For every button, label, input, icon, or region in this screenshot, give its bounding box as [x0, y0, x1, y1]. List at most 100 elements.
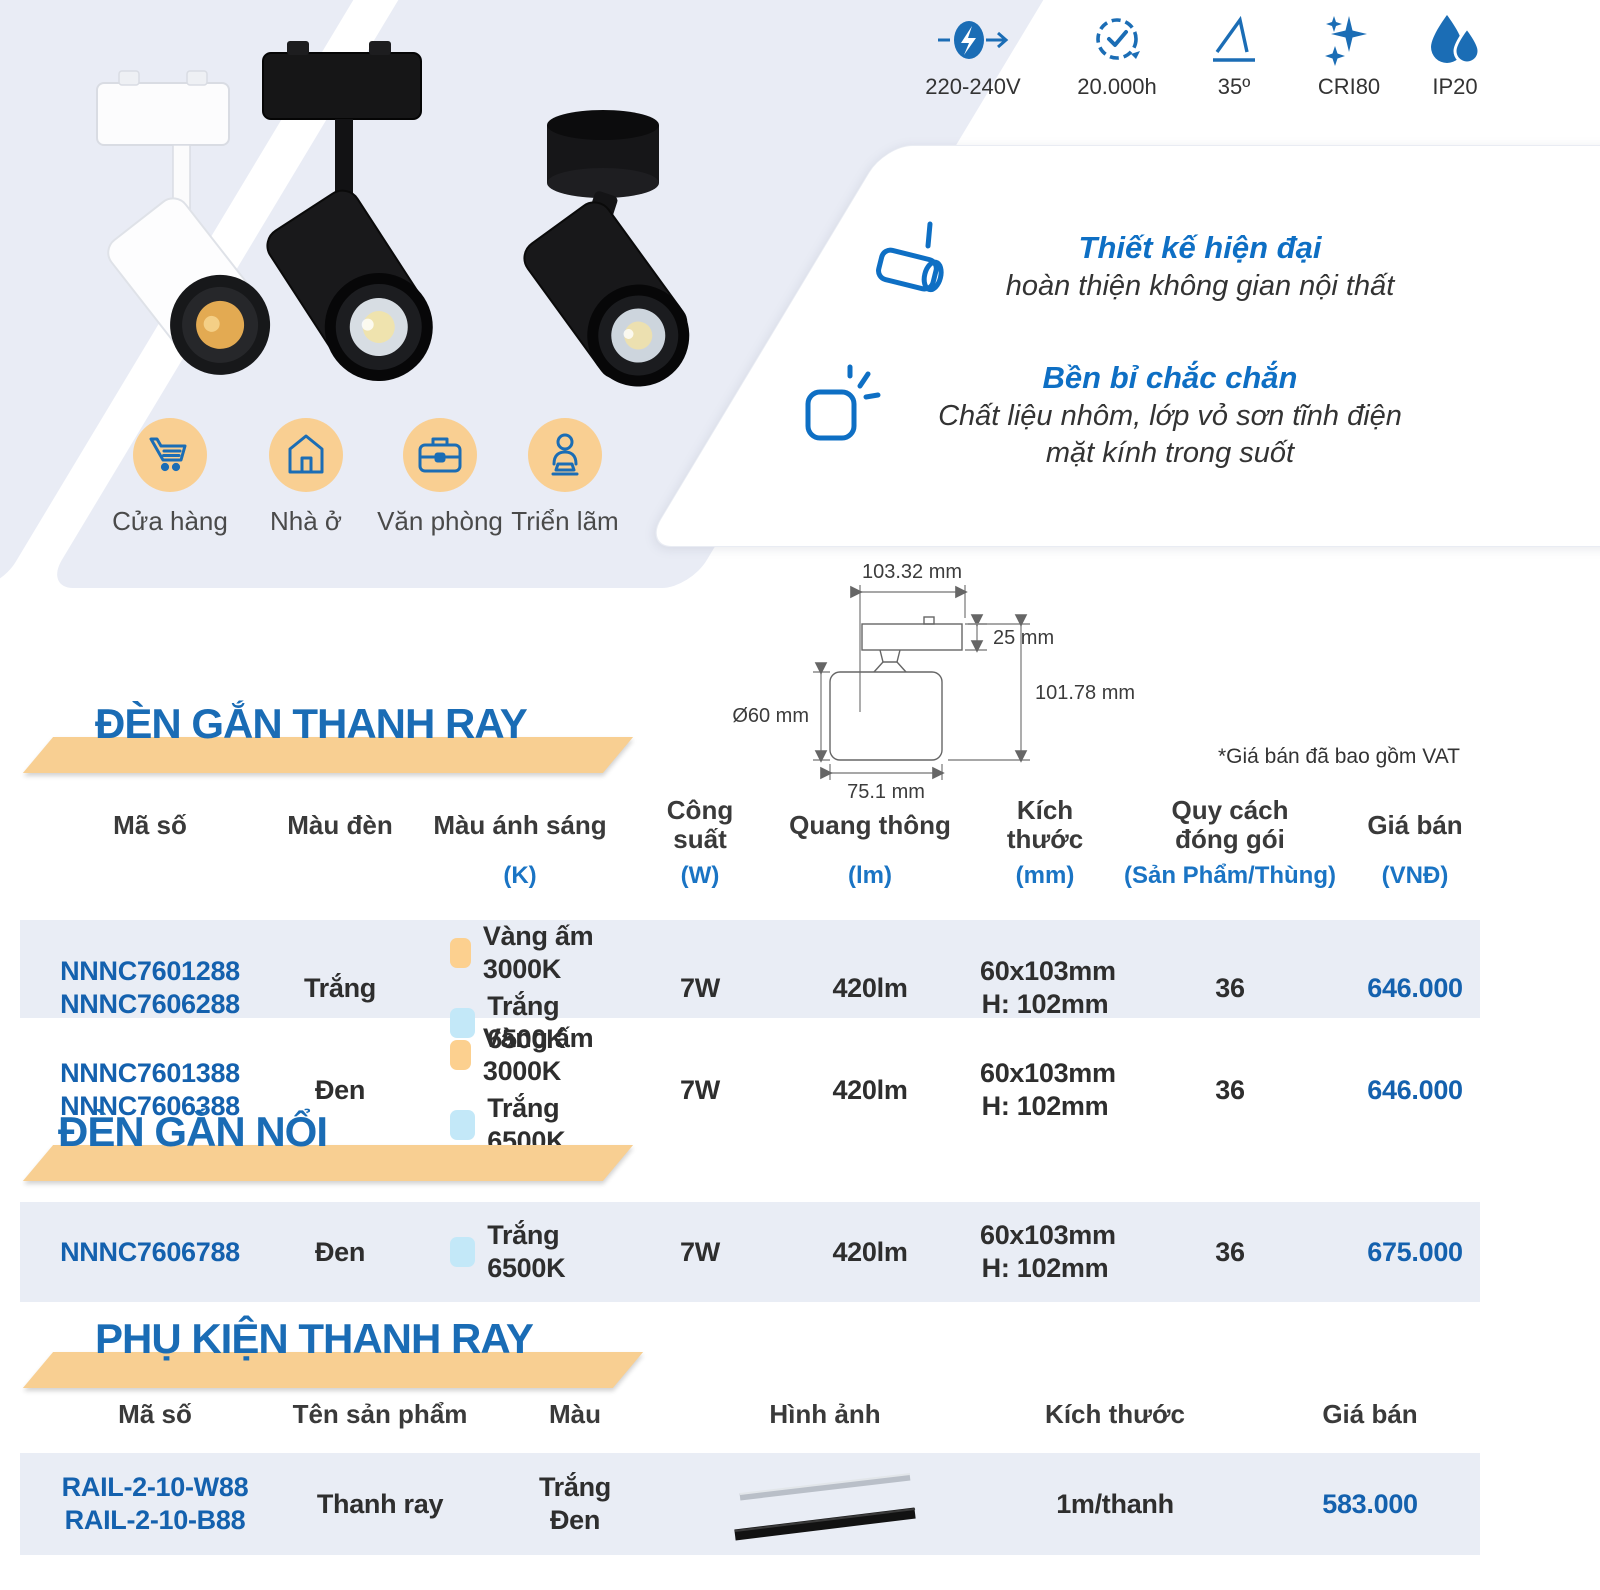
accessory-header-row: Mã số Tên sản phẩm Màu Hình ảnh Kích thư…: [20, 1398, 1480, 1430]
warm-swatch: [450, 938, 471, 968]
column-header: Tên sản phẩm: [292, 1398, 468, 1429]
lifetime-icon: [1061, 10, 1173, 70]
column-header: Quang thông: [789, 809, 951, 840]
column-header: Giá bán: [1367, 809, 1463, 840]
accessory-name: Thanh ray: [316, 1488, 444, 1519]
application-exhibition: Triển lãm: [490, 418, 640, 537]
spec-voltage: 220-240V: [917, 10, 1029, 100]
packing: 36: [1215, 1236, 1245, 1267]
column-header: Màu ánh sáng: [433, 809, 607, 840]
application-label: Cửa hàng: [112, 506, 228, 536]
size: 60x103mm H: 102mm: [980, 1058, 1116, 1121]
cool-swatch: [450, 1110, 476, 1140]
power: 7W: [680, 1074, 720, 1105]
feature-title: Bền bỉ chắc chắn: [1042, 360, 1298, 395]
table-header-row: Mã số Màu đèn Màu ánh sáng Công suất Qua…: [20, 790, 1480, 860]
power: 7W: [680, 972, 720, 1003]
durable-icon: [800, 362, 884, 446]
feature-durability: Bền bỉ chắc chắn Chất liệu nhôm, lớp vỏ …: [880, 358, 1460, 472]
column-header: Công suất: [666, 795, 734, 854]
spotlight-icon: [873, 216, 957, 300]
spec-beam-angle: 35º: [1178, 10, 1290, 100]
table-row: NNNC7601288 NNNC7606288 Trắng Vàng ấm 30…: [20, 920, 1480, 1054]
flux: 420lm: [832, 972, 908, 1003]
dim-diameter: Ø60 mm: [732, 705, 809, 727]
column-header: Màu: [549, 1398, 601, 1429]
column-header: Hình ảnh: [769, 1398, 881, 1429]
beam-angle-icon: [1178, 10, 1290, 70]
table-row: NNNC7606788 Đen Trắng 6500K 7W 420lm 60x…: [20, 1202, 1480, 1302]
column-unit: (K): [503, 862, 537, 889]
dimension-diagram: 103.32 mm 25 mm 101.78 mm Ø60 mm 75.1 mm: [732, 561, 1135, 802]
column-unit: (VNĐ): [1381, 862, 1449, 889]
lamp-color: Đen: [314, 1236, 366, 1267]
application-label: Nhà ở: [270, 506, 342, 536]
dim-top-width: 103.32 mm: [862, 561, 962, 583]
packing: 36: [1215, 1074, 1245, 1105]
lamp-color: Trắng: [303, 972, 376, 1003]
spec-label: 220-240V: [925, 74, 1021, 99]
price: 646.000: [1367, 972, 1463, 1003]
column-unit: (lm): [848, 862, 892, 889]
section-title-accessories: PHỤ KIỆN THANH RAY: [95, 1315, 534, 1362]
accessory-size: 1m/thanh: [1056, 1488, 1174, 1519]
spec-label: 20.000h: [1077, 74, 1157, 99]
white-track-light-image: [96, 70, 271, 375]
column-header: Giá bán: [1322, 1398, 1418, 1429]
dim-body-width: 75.1 mm: [847, 781, 925, 802]
table-row: NNNC7601388 NNNC7606388 Đen Vàng ấm 3000…: [20, 1022, 1480, 1156]
cool-swatch: [450, 1237, 476, 1267]
feature-modern-design: Thiết kế hiện đại hoàn thiện không gian …: [930, 228, 1470, 305]
briefcase-icon: [403, 418, 477, 492]
section-title-surface: ĐÈN GẮN NỔI: [58, 1108, 328, 1155]
column-header: Mã số: [118, 1398, 192, 1429]
voltage-icon: [917, 10, 1029, 70]
column-unit: (W): [680, 862, 720, 889]
spec-lifetime: 20.000h: [1061, 10, 1173, 100]
column-unit: (Sản Phẩm/Thùng): [1124, 862, 1336, 889]
product-photo-track-lights: [96, 41, 690, 387]
bust-icon: [528, 418, 602, 492]
cart-icon: [133, 418, 207, 492]
light-color-label: Trắng 6500K: [487, 991, 566, 1054]
price: 583.000: [1322, 1488, 1418, 1519]
rail-image: [680, 1457, 970, 1552]
application-office: Văn phòng: [365, 418, 515, 537]
application-label: Văn phòng: [377, 506, 503, 536]
power: 7W: [680, 1236, 720, 1267]
flux: 420lm: [832, 1236, 908, 1267]
product-codes: NNNC7606788: [60, 1236, 240, 1267]
spec-label: 35º: [1217, 74, 1251, 99]
warm-swatch: [450, 1040, 471, 1070]
spec-label: IP20: [1432, 74, 1478, 99]
size: 60x103mm H: 102mm: [980, 956, 1116, 1019]
feature-description: mặt kính trong suốt: [1045, 437, 1295, 469]
light-color-options: Trắng 6500K: [400, 1219, 640, 1285]
lamp-color: Đen: [314, 1074, 366, 1105]
size: 60x103mm H: 102mm: [980, 1220, 1116, 1283]
product-codes: NNNC7601388 NNNC7606388: [60, 1058, 240, 1121]
black-surface-light-image: [523, 110, 690, 387]
feature-title: Thiết kế hiện đại: [1078, 230, 1322, 265]
column-header: Mã số: [113, 809, 187, 840]
application-home: Nhà ở: [231, 418, 381, 537]
cri-icon: [1293, 10, 1405, 70]
light-color-label: Vàng ấm 3000K: [482, 921, 594, 984]
spec-label: CRI80: [1317, 74, 1381, 99]
column-header: Màu đèn: [287, 809, 393, 840]
column-header: Kích thước: [1045, 1398, 1185, 1429]
accessory-colors: Trắng Đen: [538, 1472, 611, 1535]
price: 675.000: [1367, 1236, 1463, 1267]
column-header: Kích thước: [1006, 795, 1084, 854]
light-color-label: Trắng 6500K: [487, 1220, 566, 1283]
house-icon: [269, 418, 343, 492]
light-color-label: Trắng 6500K: [487, 1093, 566, 1156]
light-color-label: Vàng ấm 3000K: [482, 1023, 594, 1086]
spec-cri: CRI80: [1293, 10, 1405, 100]
spec-ip-rating: IP20: [1399, 10, 1511, 100]
feature-description: hoàn thiện không gian nội thất: [1005, 270, 1395, 302]
application-label: Triển lãm: [511, 506, 619, 536]
accessory-row: RAIL-2-10-W88 RAIL-2-10-B88 Thanh ray Tr…: [20, 1453, 1480, 1555]
dim-total-height: 101.78 mm: [1035, 682, 1135, 704]
